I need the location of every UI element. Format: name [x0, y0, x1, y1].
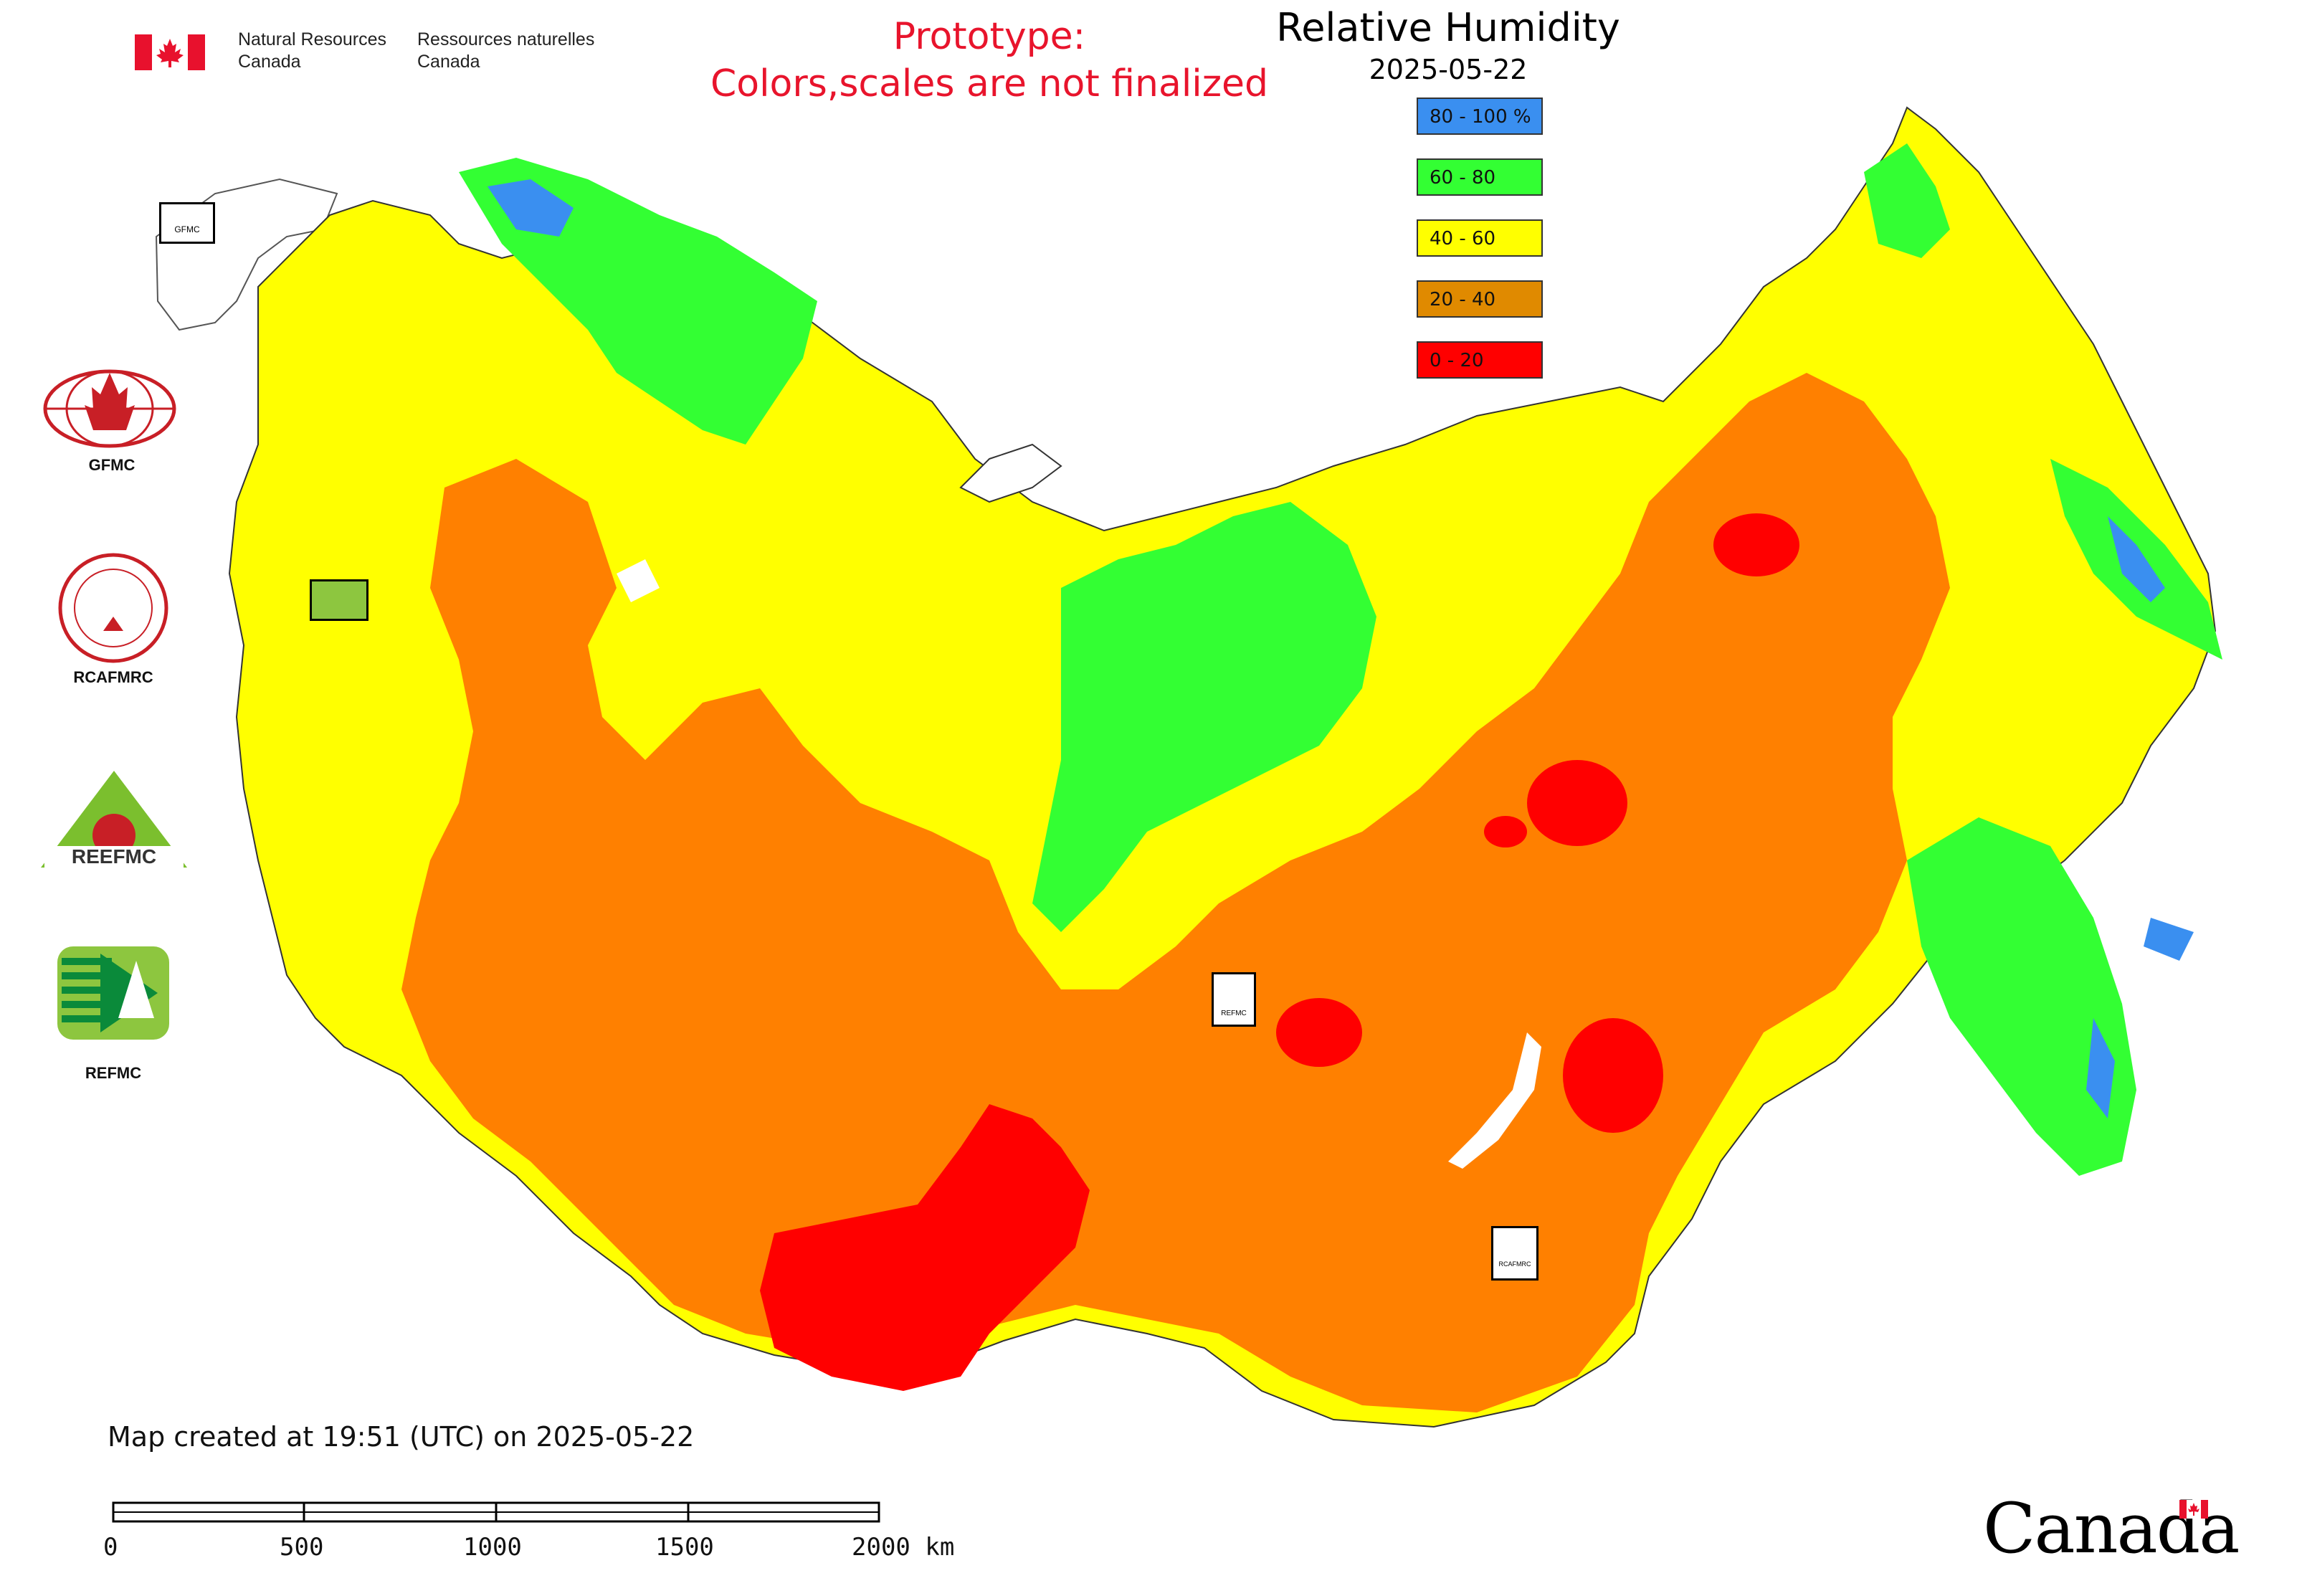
region-very-dry-central [1527, 760, 1627, 846]
region-very-dry-baikal [1563, 1018, 1663, 1133]
scale-label: 2000 km [852, 1533, 955, 1562]
region-high-lake [2144, 918, 2194, 961]
region-very-dry-3 [1276, 998, 1362, 1067]
scale-label: 1500 [655, 1533, 714, 1562]
white-area-urals [617, 559, 660, 602]
map-marker-reefmc [310, 579, 368, 621]
map-marker-rcafmrc: RCAFMRC [1491, 1226, 1538, 1281]
rcafmrc-caption: RCAFMRC [73, 668, 153, 686]
legend-item: 20 - 40 [1417, 280, 1543, 318]
region-dry [401, 373, 1950, 1412]
region-high-kola [487, 179, 574, 237]
refmc-caption: REFMC [85, 1064, 142, 1082]
legend-item: 0 - 20 [1417, 341, 1543, 379]
legend: 80 - 100 % 60 - 80 40 - 60 20 - 40 0 - 2… [1417, 98, 1546, 402]
refmc-logo [57, 946, 169, 1040]
map-date: 2025-05-22 [1369, 54, 1528, 85]
map-marker-refmc: REFMC [1212, 972, 1256, 1027]
region-very-dry-yakutia [1713, 513, 1799, 576]
map-created-timestamp: Map created at 19:51 (UTC) on 2025-05-22 [108, 1421, 695, 1453]
region-high-kamchatka [2108, 516, 2165, 602]
gc-signature: Natural Resources Canada Ressources natu… [135, 29, 608, 79]
region-very-dry-kazakhstan [760, 1104, 1090, 1391]
gfmc-caption: GFMC [88, 456, 135, 474]
map-marker-gfmc: GFMC [159, 202, 215, 244]
canada-flag-icon [135, 34, 205, 70]
region-high-sakhalin [2086, 1018, 2115, 1118]
region-moist-chukotka [1864, 143, 1950, 258]
region-moist-far-east [1907, 817, 2136, 1176]
svg-text:REEFMC: REEFMC [72, 845, 156, 868]
region-very-dry-2 [1484, 816, 1527, 847]
scale-label: 500 [280, 1533, 324, 1562]
prototype-notice-line1: Prototype: [893, 15, 1086, 58]
map-marker-gfmc-label: GFMC [174, 224, 200, 234]
legend-item: 80 - 100 % [1417, 98, 1543, 135]
prototype-notice-line2: Colors,scales are not finalized [710, 62, 1269, 105]
region-moist-siberia [1032, 502, 1376, 932]
department-name-fr: Ressources naturelles Canada [417, 29, 595, 72]
scale-bar [112, 1501, 880, 1523]
lake-baikal [1448, 1032, 1541, 1169]
reefmc-logo: REEFMC [41, 771, 187, 868]
prototype-notice: Prototype: Colors,scales are not finaliz… [631, 13, 1348, 108]
legend-item: 60 - 80 [1417, 158, 1543, 196]
map-marker-refmc-label: REFMC [1221, 1010, 1247, 1017]
canada-wordmark-flag-icon [2179, 1500, 2208, 1519]
gfmc-logo [43, 369, 176, 448]
map-marker-rcafmrc-label: RCAFMRC [1498, 1260, 1531, 1268]
legend-item: 40 - 60 [1417, 219, 1543, 257]
department-name-en: Natural Resources Canada [238, 29, 387, 72]
scale-label: 1000 [463, 1533, 522, 1562]
scale-label: 0 [103, 1533, 118, 1562]
rcafmrc-logo [58, 553, 168, 663]
arctic-islands [959, 443, 1062, 503]
map-title: Relative Humidity [1276, 5, 1620, 50]
